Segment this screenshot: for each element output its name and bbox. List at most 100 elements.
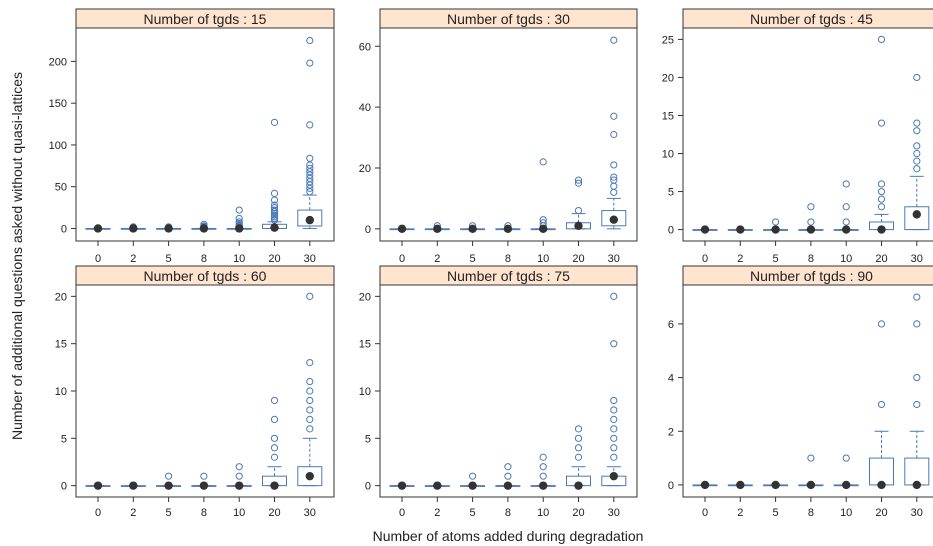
x-tick-label: 8 [201, 507, 207, 519]
box-10 [530, 158, 556, 234]
panel-1: Number of tgds : 15 0 50 100 150 200 0 2 5 8 10 20 3… [49, 8, 335, 265]
y-axis-title: Number of additional questions asked wit… [9, 72, 25, 440]
outlier-point [539, 453, 547, 461]
y-tick-label: 50 [55, 182, 67, 194]
median-dot [877, 225, 886, 234]
outlier-point [306, 164, 314, 172]
box-10 [226, 463, 252, 490]
outlier-point [306, 415, 314, 423]
outlier-point [235, 472, 243, 480]
box-30 [601, 36, 627, 230]
outlier-point [807, 203, 815, 211]
outlier-point [913, 127, 921, 135]
box-5 [763, 218, 789, 234]
x-tick-label: 8 [201, 253, 207, 265]
y-tick-label: 4 [668, 373, 674, 385]
median-dot [700, 480, 710, 490]
outlier-point [877, 400, 886, 409]
median-dot [270, 223, 279, 232]
x-tick-label: 20 [875, 253, 887, 265]
median-dot [235, 481, 244, 490]
y-tick-label: 10 [359, 386, 371, 398]
median-dot [609, 215, 618, 224]
y-tick-label: 10 [55, 386, 67, 398]
x-tick-label: 20 [572, 253, 584, 265]
x-tick-label: 30 [608, 507, 620, 519]
y-tick-label: 60 [359, 41, 371, 53]
box-5 [156, 223, 182, 233]
y-tick-label: 200 [49, 56, 67, 68]
outlier-point [270, 415, 279, 423]
box-rect [601, 210, 627, 227]
x-tick-label: 0 [95, 253, 101, 265]
x-tick-label: 30 [911, 507, 923, 519]
y-tick-label: 5 [365, 433, 371, 445]
box-8 [798, 203, 824, 234]
x-tick-label: 2 [737, 253, 743, 265]
x-tick-label: 10 [537, 253, 549, 265]
median-dot [842, 480, 851, 490]
outlier-point [610, 161, 618, 169]
box-0 [389, 481, 415, 490]
outlier-point [235, 463, 243, 471]
outlier-point [574, 176, 583, 184]
outlier-point [235, 214, 243, 223]
y-tick-label: 2 [668, 426, 674, 438]
outlier-point [807, 218, 815, 226]
y-tick-label: 20 [662, 72, 674, 84]
x-tick-label: 5 [166, 507, 172, 519]
outlier-point [306, 387, 314, 395]
x-tick-label: 0 [702, 253, 708, 265]
outlier-point [306, 406, 314, 414]
box-2 [120, 481, 146, 490]
panel-frame [682, 284, 933, 498]
box-2 [727, 225, 753, 234]
y-tick-label: 100 [49, 140, 67, 152]
box-8 [798, 454, 824, 490]
median-dot [912, 210, 921, 219]
median-dot [397, 224, 407, 234]
outlier-point [610, 292, 618, 300]
outlier-point [610, 130, 618, 139]
box-5 [460, 472, 486, 490]
outlier-point [270, 203, 279, 212]
outlier-point [306, 359, 314, 367]
x-tick-label: 10 [537, 507, 549, 519]
x-tick-label: 5 [773, 507, 779, 519]
outlier-point [610, 444, 618, 452]
outlier-point [913, 73, 921, 82]
outlier-point [610, 340, 618, 348]
outlier-point [270, 201, 279, 209]
outlier-point [574, 425, 583, 433]
outlier-point [913, 142, 921, 150]
y-tick-label: 15 [359, 339, 371, 351]
x-tick-label: 5 [470, 507, 476, 519]
panel-frame [682, 27, 933, 242]
outlier-point [877, 119, 886, 127]
box-8 [495, 222, 521, 234]
x-tick-label: 2 [130, 507, 136, 519]
y-tick-label: 40 [359, 102, 371, 114]
box-5 [460, 222, 486, 234]
outlier-point [610, 415, 618, 423]
median-dot [164, 224, 173, 233]
box-rect [297, 209, 323, 227]
outlier-point [306, 154, 314, 162]
box-30 [904, 73, 930, 231]
box-5 [156, 472, 182, 490]
median-dot [468, 224, 477, 234]
box-20 [262, 396, 287, 490]
outlier-point [913, 373, 921, 382]
box-10 [833, 454, 859, 490]
box-0 [85, 481, 111, 490]
box-20 [566, 425, 591, 490]
y-tick-label: 20 [359, 291, 371, 303]
y-tick-label: 0 [668, 480, 674, 492]
box-0 [692, 225, 718, 234]
outlier-point [610, 434, 618, 442]
y-tick-label: 0 [365, 224, 371, 236]
y-tick-label: 20 [55, 291, 67, 303]
box-20 [566, 176, 591, 230]
box-20 [869, 35, 894, 234]
